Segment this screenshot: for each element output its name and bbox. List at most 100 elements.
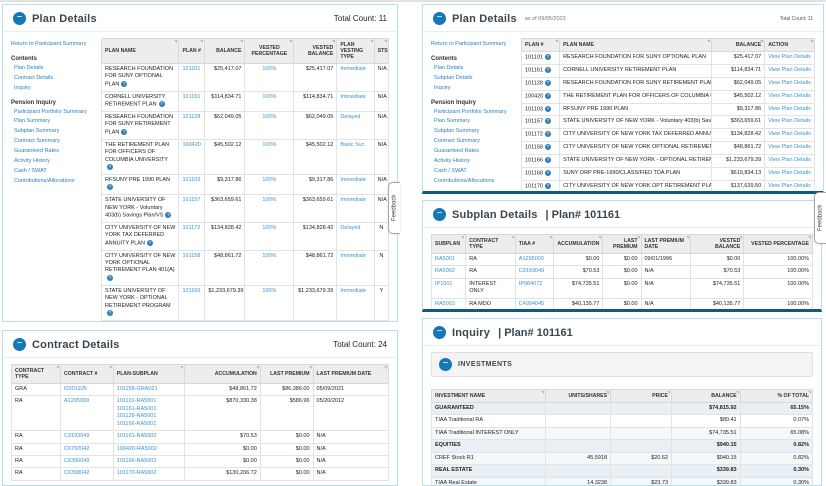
action-link[interactable]: View Plan Details [768, 54, 811, 60]
column-header-plan-name[interactable]: Plan Name [100, 38, 180, 64]
sidebar-link[interactable]: Plan Summary [14, 118, 51, 125]
sidebar-link[interactable]: Cash / SWAT [434, 167, 467, 174]
plan-subplan-link[interactable]: 101101-RA5001 [116, 398, 157, 405]
info-icon[interactable]: ? [544, 118, 551, 125]
tiaa-number-link[interactable]: C4994045 [518, 300, 545, 307]
info-icon[interactable]: ? [544, 157, 551, 163]
sidebar-link[interactable]: Contributions/Allocations [14, 177, 75, 184]
info-icon[interactable]: ? [544, 66, 551, 73]
column-header-tiaa-number[interactable]: TIAA # [514, 234, 554, 254]
action-link[interactable]: View Plan Details [768, 182, 811, 189]
column-header-last-premium-date[interactable]: Last Premium Date [312, 364, 390, 384]
column-header-contract-type[interactable]: Contract Type [11, 364, 61, 384]
column-header-accumulation[interactable]: Accumulation [184, 364, 261, 384]
plan-subplan-link[interactable]: 101158-GRA021 [116, 386, 158, 392]
feedback-tab[interactable]: Feedback [814, 192, 826, 244]
column-header-balance[interactable]: Balance [711, 38, 766, 52]
contract-number-link[interactable]: A1295000 [64, 398, 90, 405]
info-icon[interactable]: ? [544, 79, 551, 86]
info-icon[interactable]: ? [158, 101, 165, 108]
info-icon[interactable]: ? [121, 80, 128, 87]
sidebar-link[interactable]: Cash / SWAT [14, 167, 47, 174]
sidebar-link[interactable]: Activity History [434, 157, 471, 164]
column-header-plan-name[interactable]: Plan Name [559, 38, 713, 52]
action-link[interactable]: View Plan Details [768, 144, 811, 151]
action-link[interactable]: View Plan Details [768, 131, 811, 138]
collapse-minus-icon[interactable]: − [433, 12, 446, 25]
column-header-plan-number[interactable]: Plan # [520, 38, 561, 52]
info-icon[interactable]: ? [544, 105, 551, 112]
collapse-minus-icon[interactable]: − [433, 326, 446, 339]
contract-number-link[interactable]: C9193049 [64, 433, 90, 440]
collapse-minus-icon[interactable]: − [439, 358, 452, 371]
action-link[interactable]: View Plan Details [768, 66, 811, 73]
tiaa-number-link[interactable]: A1295000 [518, 256, 544, 262]
column-header-sts[interactable]: STS [373, 38, 390, 64]
sidebar-link[interactable]: Subplan Summary [14, 128, 60, 135]
column-header-accumulation[interactable]: Accumulation [552, 234, 604, 254]
plan-subplan-link[interactable]: 101161-RA5002 [116, 433, 157, 440]
sidebar-link[interactable]: Plan Summary [434, 118, 471, 125]
contract-number-link[interactable]: C6396049 [64, 457, 90, 464]
sidebar-link[interactable]: Activity History [14, 157, 51, 164]
column-header-pct-of-total[interactable]: % of Total [739, 389, 814, 403]
info-icon[interactable]: ? [544, 54, 551, 60]
subplan-link[interactable]: IP1001 [435, 280, 453, 287]
info-icon[interactable]: ? [544, 131, 551, 138]
column-header-units-shares[interactable]: Units/Shares [545, 389, 612, 403]
plan-number-link[interactable]: 101103 [182, 176, 201, 183]
contract-number-link[interactable]: C6398042 [64, 470, 90, 477]
subplan-link[interactable]: RA5001 [435, 256, 455, 262]
contract-number-link[interactable]: C6792042 [64, 445, 90, 452]
column-header-action[interactable]: Action [764, 38, 815, 52]
plan-subplan-link[interactable]: 101161-RA5001 [116, 405, 157, 412]
action-link[interactable]: View Plan Details [768, 92, 811, 99]
subplan-link[interactable]: RA5003 [435, 300, 455, 307]
column-header-plan-vesting-type[interactable]: Plan Vesting Type [336, 38, 375, 64]
info-icon[interactable]: ? [107, 164, 113, 170]
sidebar-link[interactable]: Subplan Summary [434, 128, 480, 135]
feedback-tab[interactable]: Feedback [388, 182, 400, 234]
info-icon[interactable]: ? [544, 144, 551, 151]
column-header-plan-number[interactable]: Plan # [178, 38, 206, 64]
column-header-contract-type[interactable]: Contract Type [465, 234, 516, 254]
info-icon[interactable]: ? [544, 169, 551, 176]
info-icon[interactable]: ? [165, 212, 172, 219]
return-to-participant-summary-link[interactable]: Return to Participant Summary [11, 41, 87, 47]
info-icon[interactable]: ? [121, 128, 128, 135]
sidebar-link[interactable]: Participant Portfolio Summary [14, 108, 87, 115]
column-header-last-premium[interactable]: Last Premium [602, 234, 642, 254]
info-icon[interactable]: ? [544, 182, 551, 189]
plan-number-link[interactable]: 101128 [182, 114, 201, 121]
plan-subplan-link[interactable]: 101128-RA5001 [116, 413, 157, 420]
collapse-minus-icon[interactable]: − [13, 12, 26, 25]
sidebar-link[interactable]: Contract Summary [434, 138, 480, 145]
info-icon[interactable]: ? [146, 239, 153, 246]
sidebar-link[interactable]: Inquiry [434, 84, 451, 91]
info-icon[interactable]: ? [107, 310, 113, 317]
column-header-subplan[interactable]: Subplan [430, 234, 467, 254]
column-header-balance[interactable]: Balance [204, 38, 246, 64]
plan-number-link[interactable]: 101172 [182, 224, 201, 231]
sidebar-link[interactable]: Contract Summary [14, 138, 60, 145]
collapse-minus-icon[interactable]: − [13, 338, 26, 351]
action-link[interactable]: View Plan Details [768, 157, 811, 163]
plan-number-link[interactable]: 101161 [182, 93, 201, 100]
tiaa-number-link[interactable]: C9193049 [518, 268, 545, 275]
column-header-vested-percentage[interactable]: Vested Percentage [244, 38, 295, 64]
column-header-price[interactable]: Price [610, 389, 673, 403]
plan-number-link[interactable]: 101166 [182, 287, 201, 294]
info-icon[interactable]: ? [107, 184, 113, 191]
plan-subplan-link[interactable]: 100420-RA5002 [116, 445, 157, 452]
sidebar-link[interactable]: Plan Details [14, 64, 44, 71]
plan-number-link[interactable]: 100420 [182, 141, 201, 148]
subplan-link[interactable]: RA5002 [435, 268, 455, 275]
sidebar-link[interactable]: Participant Portfolio Summary [434, 108, 507, 115]
info-icon[interactable]: ? [107, 274, 113, 281]
column-header-vested-balance[interactable]: Vested Balance [293, 38, 338, 64]
plan-subplan-link[interactable]: 101166-RA5001 [116, 420, 157, 427]
sidebar-link[interactable]: Plan Details [434, 64, 464, 71]
column-header-last-premium[interactable]: Last Premium [259, 364, 314, 384]
sidebar-link[interactable]: Subplan Details [434, 74, 473, 81]
plan-subplan-link[interactable]: 101166-RA5002 [116, 457, 157, 464]
